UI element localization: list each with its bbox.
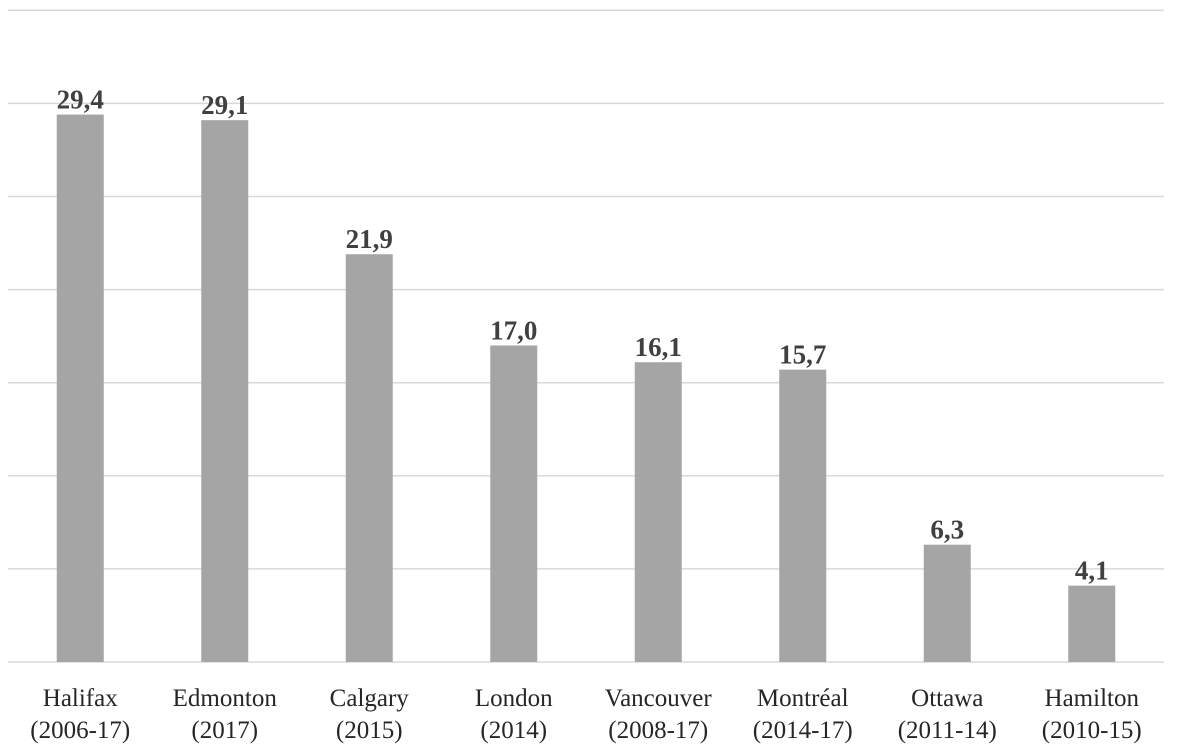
category-label-1-line-1: (2017) [191,717,258,744]
category-label-5-line-1: (2014-17) [753,717,853,744]
category-labels: Halifax (2006-17) Edmonton (2017) Calgary (20… [30,685,1141,744]
category-label-6: Ottawa (2011-14) [898,685,997,744]
category-label-0: Halifax (2006-17) [30,685,130,744]
category-label-3-line-0: London [475,685,553,712]
gridlines [8,9,1164,663]
category-label-4-line-0: Vancouver [605,685,713,712]
category-label-4: Vancouver (2008-17) [605,685,713,744]
data-label-7: 4,1 [1075,556,1109,586]
data-label-4: 16,1 [635,332,682,362]
category-label-7-line-0: Hamilton [1045,685,1140,712]
category-label-7: Hamilton (2010-15) [1042,685,1142,744]
bar-2 [345,254,393,663]
data-label-3: 17,0 [490,315,537,345]
category-label-2-line-0: Calgary [330,685,410,712]
category-label-6-line-1: (2011-14) [898,717,997,744]
category-label-4-line-1: (2008-17) [608,717,708,744]
bar-5 [779,369,827,662]
category-label-6-line-0: Ottawa [911,685,983,712]
category-label-1: Edmonton (2017) [173,685,278,744]
category-label-0-line-0: Halifax [43,685,118,712]
bars [56,114,1116,663]
category-label-2-line-1: (2015) [336,717,403,744]
category-label-1-line-0: Edmonton [173,685,278,712]
bar-4 [634,362,682,662]
data-label-0: 29,4 [57,85,104,115]
bar-3 [490,345,538,662]
category-label-3: London (2014) [475,685,553,744]
category-label-7-line-1: (2010-15) [1042,717,1142,744]
category-label-2: Calgary (2015) [330,685,410,744]
category-label-3-line-1: (2014) [480,717,547,744]
data-label-2: 21,9 [346,224,393,254]
category-label-5-line-0: Montréal [757,685,849,712]
data-labels: 29,4 29,1 21,9 17,0 16,1 15,7 6,3 4,1 [57,85,1109,586]
category-label-0-line-1: (2006-17) [30,717,130,744]
bar-0 [56,114,104,662]
bar-1 [201,120,249,662]
data-label-6: 6,3 [930,515,964,545]
data-label-5: 15,7 [779,340,826,370]
data-label-1: 29,1 [201,90,248,120]
bar-6 [923,544,971,662]
category-label-5: Montréal (2014-17) [753,685,853,744]
bar-7 [1068,585,1116,662]
